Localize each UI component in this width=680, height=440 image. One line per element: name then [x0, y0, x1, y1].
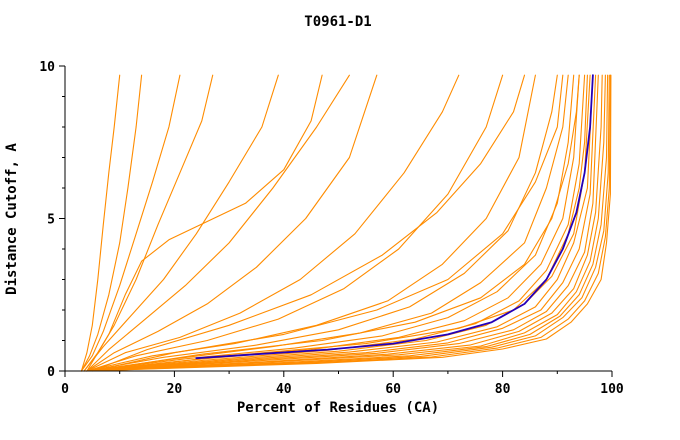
model-curve — [86, 74, 460, 372]
axes-group: 0 20 40 60 80 100 0 5 10 — [39, 60, 624, 397]
y-tick-label: 5 — [47, 213, 55, 228]
model-curve — [83, 74, 279, 372]
model-curve — [86, 74, 323, 372]
y-tick-label: 10 — [39, 60, 55, 75]
model-curve — [91, 74, 580, 372]
model-curve — [86, 74, 603, 372]
model-curve — [91, 74, 526, 372]
model-curve — [86, 74, 586, 372]
x-tick-label: 60 — [385, 382, 401, 397]
model-curve — [91, 74, 588, 372]
model-curve — [86, 74, 569, 372]
model-curve — [86, 74, 610, 372]
y-tick-label: 0 — [47, 365, 55, 380]
model-curve — [86, 74, 611, 372]
model-curve — [86, 74, 378, 372]
model-curve — [86, 74, 594, 372]
model-curve — [86, 74, 597, 372]
model-curve — [86, 74, 350, 372]
x-tick-label: 80 — [495, 382, 511, 397]
model-curve — [86, 74, 575, 372]
model-curve — [86, 74, 558, 372]
model-curve — [80, 74, 121, 372]
x-tick-label: 100 — [600, 382, 624, 397]
model-curves-group — [80, 74, 612, 372]
x-tick-label: 0 — [61, 382, 69, 397]
reference-model-curve — [195, 74, 594, 360]
model-curve — [86, 74, 591, 372]
model-curve — [86, 74, 609, 372]
x-tick-label: 20 — [167, 382, 183, 397]
model-curve — [86, 74, 504, 372]
model-curve — [80, 74, 143, 372]
model-curve — [86, 74, 612, 372]
y-axis-label: Distance Cutoff, A — [4, 143, 20, 295]
model-curve — [86, 74, 606, 372]
model-curve — [86, 74, 599, 372]
x-axis-label: Percent of Residues (CA) — [237, 400, 439, 416]
model-curve — [80, 74, 181, 372]
chart-title: T0961-D1 — [304, 14, 371, 30]
x-tick-label: 40 — [276, 382, 292, 397]
model-curve — [91, 74, 564, 372]
